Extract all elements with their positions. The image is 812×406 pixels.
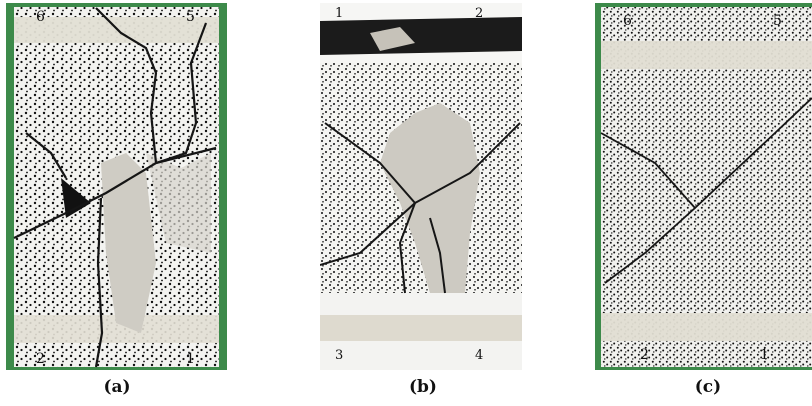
mark-b-bottom-right: 4 xyxy=(475,348,483,363)
mark-a-top-left: 6 xyxy=(36,9,45,25)
specimen-a-drawing: 6 5 2 1 xyxy=(6,3,227,370)
mark-c-top-right: 5 xyxy=(773,13,782,29)
caption-a: (a) xyxy=(103,377,131,397)
specimen-b-drawing: 1 2 3 4 xyxy=(320,3,522,370)
mark-b-top-left: 1 xyxy=(335,6,343,21)
specimen-photo-c: 6 5 2 1 xyxy=(595,3,812,370)
mark-c-bottom-left: 2 xyxy=(640,347,649,363)
mark-a-bottom-right: 1 xyxy=(186,351,195,367)
caption-b: (b) xyxy=(409,377,437,397)
caption-c: (c) xyxy=(694,377,722,397)
mark-a-top-right: 5 xyxy=(186,9,195,25)
specimen-photo-a: 6 5 2 1 xyxy=(6,3,227,370)
mark-b-top-right: 2 xyxy=(475,6,483,21)
mark-c-bottom-right: 1 xyxy=(760,347,769,363)
mark-c-top-left: 6 xyxy=(623,13,632,29)
mark-b-bottom-left: 3 xyxy=(335,348,343,363)
specimen-photo-b: 1 2 3 4 xyxy=(320,3,522,370)
mark-a-bottom-left: 2 xyxy=(36,351,45,367)
specimen-c-drawing: 6 5 2 1 xyxy=(595,3,812,370)
